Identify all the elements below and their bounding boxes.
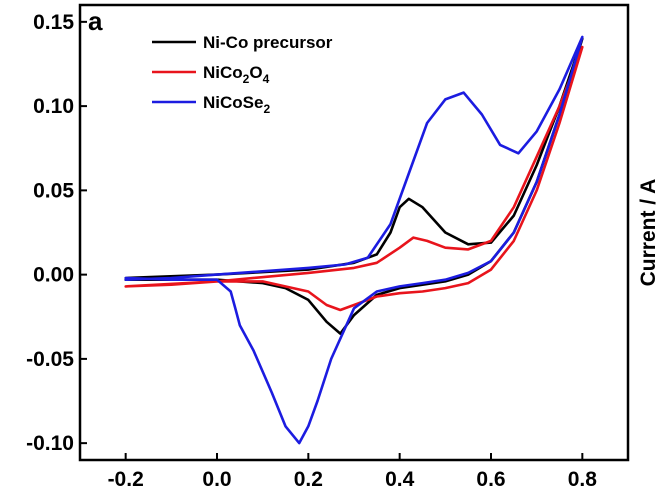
y-tick-label: -0.10 [26,432,74,455]
legend: Ni-Co precursor NiCo2O4 NiCoSe2 [152,33,333,116]
x-tick-label: 0.2 [294,468,323,491]
x-tick-label: 0.4 [385,468,415,491]
x-tick-label: 0.8 [568,468,598,491]
y-tick-label: -0.05 [26,348,74,371]
legend-entry: NiCo2O4 [203,63,270,86]
y-tick-label: 0.10 [33,95,74,118]
panel-label: a [88,6,103,36]
y-tick-label: 0.15 [33,11,74,34]
x-tick-label: 0.6 [476,468,505,491]
legend-entry: Ni-Co precursor [203,33,333,52]
plot-frame [78,3,630,462]
y-axis-title: Current / A [637,179,660,287]
series-line-2 [124,35,584,445]
x-tick-label: -0.2 [108,468,144,491]
series-line-1 [124,45,584,312]
y-tick-label: 0.00 [33,264,74,287]
x-axis-ticks: -0.2 0.0 0.2 0.4 0.6 0.8 [108,453,598,491]
x-tick-label: 0.0 [202,468,231,491]
y-axis-ticks: -0.10 -0.05 0.00 0.05 0.10 0.15 [26,11,87,455]
y-tick-label: 0.05 [33,179,74,202]
series-layer [124,35,584,445]
series-line-0 [124,37,584,335]
legend-entry: NiCoSe2 [203,93,270,116]
